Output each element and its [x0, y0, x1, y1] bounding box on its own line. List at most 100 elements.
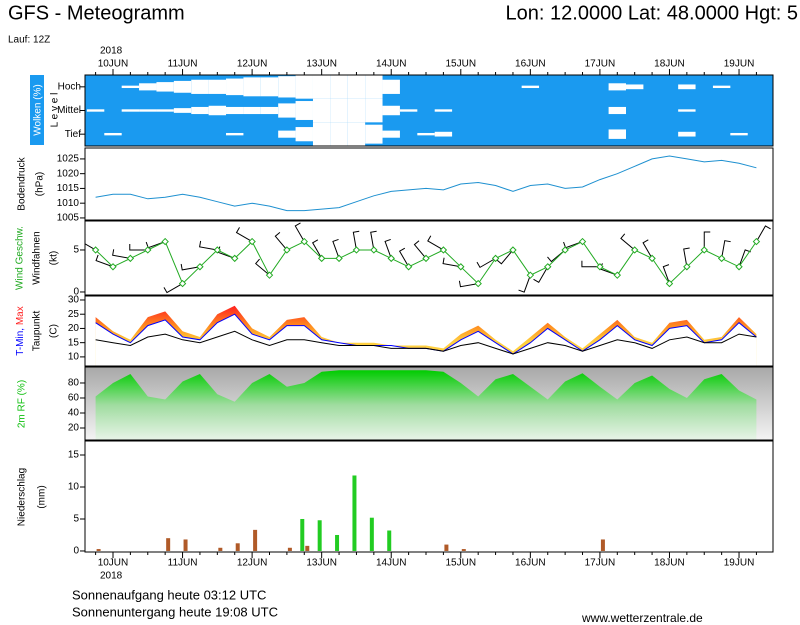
cloud-cell [278, 130, 296, 138]
y-tick-label: 20 [68, 423, 80, 434]
wind-marker [265, 271, 274, 279]
wind-barb [496, 249, 514, 265]
wind-barb [332, 238, 340, 259]
cloud-cell [226, 132, 244, 136]
cloud-cell [278, 103, 296, 118]
wind-marker [526, 271, 535, 279]
y-tick-label: 5 [73, 245, 79, 256]
cloud-cell [139, 83, 157, 91]
cloud-cell [678, 131, 696, 137]
wind-barb [581, 260, 600, 268]
cloud-cell [608, 83, 626, 91]
wind-barb [398, 247, 410, 268]
cloud-cell [208, 79, 227, 94]
precip-bar [317, 520, 322, 551]
cloud-cell [86, 109, 105, 112]
frames [84, 69, 774, 558]
wind-marker [370, 246, 378, 254]
cloud-cell [156, 109, 174, 112]
cloud-cell [243, 106, 261, 115]
cloud-cell [226, 106, 244, 115]
wind-marker [283, 246, 291, 254]
y-tick-label: 60 [68, 393, 80, 404]
y-label: Wind Geschw. [15, 226, 26, 290]
x-tick-label: 11JUN [168, 59, 198, 70]
wind-marker [630, 246, 639, 254]
cloud-cell [712, 85, 731, 89]
y-tick-label: 40 [68, 408, 80, 419]
wind-barb [518, 275, 531, 293]
wind-marker [387, 254, 395, 263]
wind-marker [509, 246, 517, 254]
cloud-cell [347, 75, 366, 99]
wind-barb [413, 240, 427, 259]
cloud-label-box [30, 75, 44, 145]
title: GFS - Meteogramm [8, 2, 185, 24]
cloud-cell [121, 85, 140, 89]
cloud-cell [330, 75, 348, 99]
precip-bar [305, 545, 310, 551]
cloud-cell [365, 124, 383, 144]
wind-barb [642, 239, 653, 259]
cloud-cell [173, 108, 192, 113]
precip-bar [166, 538, 171, 551]
wind-barb [95, 254, 114, 268]
precip-bar [444, 544, 449, 551]
level-label: Tief [65, 129, 82, 140]
wind-marker [578, 237, 587, 246]
y-unit: (kt) [49, 251, 60, 265]
wind-marker [439, 246, 448, 254]
wind-barb [274, 231, 288, 251]
y-label: Niederschlag [17, 468, 28, 526]
panel-frame [84, 147, 774, 221]
wind-marker [109, 263, 117, 271]
precip-bar [369, 517, 374, 551]
precip-bar [183, 539, 188, 551]
y-unit: (hPa) [35, 172, 46, 196]
wind-marker [735, 263, 743, 271]
x-tick-label: 18JUN [654, 558, 685, 569]
wind-barb [180, 263, 201, 271]
tmin-mask [95, 314, 757, 366]
cloud-cell [678, 109, 696, 112]
y-tick-label: 15 [68, 450, 80, 461]
cloud-cell [347, 122, 366, 146]
y-tick-label: 80 [68, 378, 80, 389]
x-tick-label: 13JUN [306, 558, 337, 569]
cloud-cell [260, 106, 279, 115]
wind-barb [599, 263, 618, 276]
panel-frame [84, 440, 774, 553]
wind-marker [161, 237, 169, 246]
cloud-cell [243, 77, 261, 97]
x-tick-label: 12JUN [237, 558, 268, 569]
cloud-cell [382, 79, 400, 94]
x-tick-label: 13JUN [306, 59, 337, 70]
wind-barb [721, 240, 731, 259]
precip-bar [387, 530, 392, 551]
cloud-cell [121, 109, 140, 112]
cloud-cell [608, 106, 626, 115]
y-tick-label: 10 [68, 482, 80, 493]
x-tick-label: 19JUN [724, 558, 755, 569]
panel-frame [84, 295, 774, 367]
cloud-cell [347, 98, 366, 123]
y-tick-label: 25 [68, 309, 80, 320]
cloud-cell [295, 75, 313, 99]
precip-bar [461, 549, 466, 551]
level-label: L e v e l [50, 93, 61, 128]
y-tick-label: 15 [68, 337, 80, 348]
y-tick-label: 5 [73, 514, 79, 525]
y-tick-label: 1025 [57, 154, 80, 165]
wind-barb [85, 243, 96, 251]
wind-marker [474, 279, 482, 288]
cloud-cell [312, 98, 331, 123]
cloud-cell [365, 98, 383, 123]
wind-barb [427, 235, 444, 251]
x-tick-label: 10JUN [98, 558, 129, 569]
cloud-cell [678, 84, 696, 90]
cloud-cell [312, 75, 331, 99]
y-tick-label: 1020 [57, 168, 80, 179]
cloud-cell [434, 109, 453, 112]
wind-barb [458, 280, 479, 288]
